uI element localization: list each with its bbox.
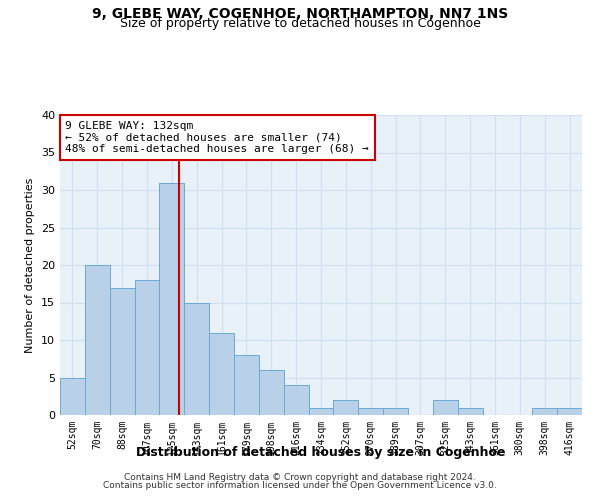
Text: Contains HM Land Registry data © Crown copyright and database right 2024.: Contains HM Land Registry data © Crown c… [124,473,476,482]
Bar [334,400,358,415]
Text: Distribution of detached houses by size in Cogenhoe: Distribution of detached houses by size … [136,446,506,459]
Bar [160,182,184,415]
Text: Size of property relative to detached houses in Cogenhoe: Size of property relative to detached ho… [119,18,481,30]
Bar [209,332,234,415]
Bar [557,408,582,415]
Bar [308,408,334,415]
Bar [383,408,408,415]
Bar [284,385,308,415]
Bar [184,302,209,415]
Text: 9, GLEBE WAY, COGENHOE, NORTHAMPTON, NN7 1NS: 9, GLEBE WAY, COGENHOE, NORTHAMPTON, NN7… [92,8,508,22]
Bar [458,408,482,415]
Bar [85,265,110,415]
Bar [234,355,259,415]
Bar [532,408,557,415]
Y-axis label: Number of detached properties: Number of detached properties [25,178,35,352]
Bar [60,378,85,415]
Bar [358,408,383,415]
Bar [134,280,160,415]
Bar [110,288,134,415]
Bar [433,400,458,415]
Text: Contains public sector information licensed under the Open Government Licence v3: Contains public sector information licen… [103,482,497,490]
Text: 9 GLEBE WAY: 132sqm
← 52% of detached houses are smaller (74)
48% of semi-detach: 9 GLEBE WAY: 132sqm ← 52% of detached ho… [65,121,369,154]
Bar [259,370,284,415]
